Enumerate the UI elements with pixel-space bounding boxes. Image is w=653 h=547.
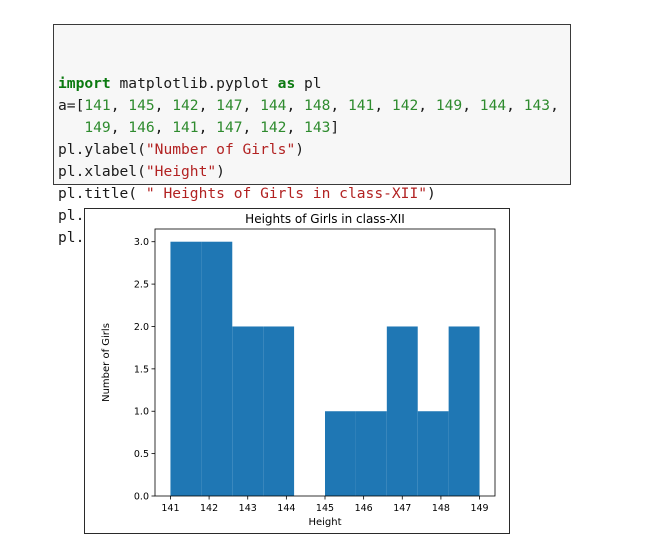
code-token: , — [154, 97, 173, 114]
code-token: "Number of Girls" — [145, 141, 296, 158]
histogram-bar — [201, 241, 233, 496]
code-token: 141 — [172, 119, 199, 136]
code-token: 148 — [304, 97, 331, 114]
x-tick-label: 145 — [316, 503, 334, 514]
x-tick-label: 146 — [355, 503, 373, 514]
code-token: 144 — [260, 97, 287, 114]
code-token: , — [110, 119, 129, 136]
x-tick-label: 143 — [239, 503, 257, 514]
x-tick-label: 149 — [470, 503, 488, 514]
histogram-bar — [325, 411, 356, 496]
histogram-bar — [170, 241, 202, 496]
code-token: ) — [295, 141, 305, 158]
code-token: , — [462, 97, 480, 114]
x-axis-label: Height — [308, 517, 341, 528]
code-token: 147 — [216, 119, 243, 136]
x-tick-label: 147 — [393, 503, 411, 514]
x-tick-label: 141 — [161, 503, 179, 514]
code-token: 149 — [435, 97, 463, 114]
x-tick-label: 142 — [200, 503, 218, 514]
y-tick-label: 2.5 — [134, 280, 149, 291]
code-token: , — [550, 97, 559, 114]
code-token: " Heights of Girls in class-XII" — [145, 185, 428, 202]
code-token: import — [58, 75, 111, 92]
code-token: a=[ — [58, 97, 85, 114]
code-token: , — [330, 97, 348, 114]
code-token: 144 — [479, 97, 507, 114]
code-token: , — [286, 97, 305, 114]
x-ticks: 141 142 143 144 145 146 147 148 149 — [161, 496, 489, 514]
code-token: as — [277, 75, 296, 92]
code-line: a=[141, 145, 142, 147, 144, 148, 141, 14… — [58, 95, 570, 117]
code-token: matplotlib.pyplot — [110, 75, 278, 92]
histogram-bar — [448, 326, 480, 496]
code-token: , — [198, 97, 217, 114]
y-tick-label: 0.0 — [134, 492, 149, 503]
code-cell[interactable]: import matplotlib.pyplot as pl a=[141, 14… — [53, 24, 571, 246]
code-token: pl.ylabel( — [58, 141, 146, 158]
code-token: pl — [295, 75, 322, 92]
code-token: pl.title( — [58, 185, 146, 202]
code-token: 142 — [391, 97, 419, 114]
histogram-bar — [355, 411, 387, 496]
code-line: import matplotlib.pyplot as pl — [58, 73, 570, 95]
code-token: , — [374, 97, 392, 114]
histogram-chart: 0.0 0.5 1.0 1.5 2.0 2.5 3.0 141 142 143 144 145 146… — [101, 212, 496, 528]
code-token: ) — [216, 163, 225, 180]
code-token: ) — [427, 185, 436, 202]
code-token: 143 — [523, 97, 551, 114]
y-ticks: 0.0 0.5 1.0 1.5 2.0 2.5 3.0 — [134, 237, 155, 503]
code-token: 142 — [260, 119, 287, 136]
y-tick-label: 2.0 — [134, 322, 149, 333]
code-token: 149 — [84, 119, 111, 136]
code-token: , — [198, 119, 217, 136]
code-token: pl.xlabel( — [58, 163, 146, 180]
code-token: , — [242, 97, 261, 114]
code-token: 141 — [84, 97, 111, 114]
y-tick-label: 1.5 — [134, 364, 149, 375]
code-token: 143 — [304, 119, 331, 136]
histogram-bar — [417, 411, 449, 496]
code-token — [58, 119, 84, 136]
code-token: , — [286, 119, 305, 136]
code-line: 149, 146, 141, 147, 142, 143] — [58, 117, 570, 139]
code-token: 146 — [128, 119, 155, 136]
figure-output: 0.0 0.5 1.0 1.5 2.0 2.5 3.0 141 142 143 144 145 146… — [84, 208, 510, 534]
code-line: pl.title( " Heights of Girls in class-XI… — [58, 183, 570, 205]
x-tick-label: 144 — [277, 503, 295, 514]
code-token: 141 — [347, 97, 375, 114]
y-tick-label: 3.0 — [134, 237, 149, 248]
code-token: 142 — [172, 97, 199, 114]
code-token: 147 — [216, 97, 243, 114]
y-tick-label: 0.5 — [134, 449, 149, 460]
x-tick-label: 148 — [432, 503, 450, 514]
code-line: pl.ylabel("Number of Girls") — [58, 139, 570, 161]
y-axis-label: Number of Girls — [101, 323, 112, 402]
code-token: 145 — [128, 97, 155, 114]
code-token: ] — [330, 119, 340, 136]
code-line: pl.xlabel("Height") — [58, 161, 570, 183]
y-tick-label: 1.0 — [134, 407, 149, 418]
code-token: , — [506, 97, 524, 114]
histogram-bar — [232, 326, 264, 496]
bars-layer — [170, 241, 480, 496]
code-token: "Height" — [145, 163, 217, 180]
histogram-bar — [386, 326, 418, 496]
code-block: import matplotlib.pyplot as pl a=[141, 14… — [58, 73, 570, 249]
chart-title: Heights of Girls in class-XII — [245, 212, 405, 226]
code-token: , — [110, 97, 129, 114]
code-token: , — [242, 119, 261, 136]
histogram-bar — [263, 326, 295, 496]
code-token: , — [154, 119, 173, 136]
code-token: , — [418, 97, 436, 114]
